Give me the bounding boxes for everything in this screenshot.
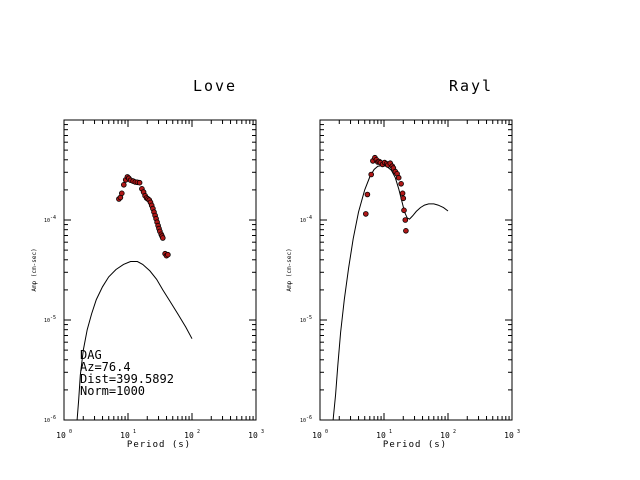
rayl-x-ticks: [319, 120, 513, 420]
love-y-tick-label: 10: [44, 318, 50, 324]
love-y-axis-label: Amp (cm-sec): [31, 248, 38, 291]
rayl-y-tick-label: 10: [300, 218, 306, 224]
rayl-y-tick-exponent: -5: [306, 315, 312, 321]
rayl-plot-frame: [319, 119, 513, 421]
rayl-panel-title: Rayl: [449, 77, 493, 95]
rayl-x-axis-label: Period (s): [383, 440, 447, 450]
love-plot-frame: [63, 119, 257, 421]
rayl-x-tick-exponent: 2: [453, 429, 456, 435]
love-x-tick-label: 10: [120, 431, 130, 440]
rayl-x-tick-exponent: 1: [389, 429, 392, 435]
love-x-tick-exponent: 2: [197, 429, 200, 435]
rayl-y-tick-exponent: -4: [306, 215, 312, 221]
love-x-tick-label: 10: [56, 431, 66, 440]
rayl-y-axis-label: Amp (cm-sec): [286, 248, 293, 291]
love-y-tick-label: 10: [44, 218, 50, 224]
rayl-y-ticks: [320, 124, 512, 421]
rayl-data-point: [403, 228, 409, 234]
rayl-data-point: [399, 190, 406, 197]
love-x-tick-exponent: 0: [69, 429, 72, 435]
rayl-x-tick-exponent: 0: [325, 429, 328, 435]
love-y-tick-exponent: -5: [50, 315, 56, 321]
love-y-tick-exponent: -6: [50, 415, 56, 421]
rayl-x-tick-exponent: 3: [517, 429, 520, 435]
station-name: DAG: [80, 348, 102, 362]
rayl-y-tick-label: 10: [300, 318, 306, 324]
love-panel-title: Love: [193, 77, 237, 95]
love-data-point: [121, 182, 127, 188]
love-y-ticks: [64, 124, 256, 421]
love-y-tick-exponent: -4: [50, 215, 56, 221]
distance-text: Dist=399.5892: [80, 372, 174, 386]
rayl-data-point: [400, 195, 407, 202]
love-annotation: DAG Az=76.4 Dist=399.5892 Norm=1000: [80, 348, 174, 398]
norm-text: Norm=1000: [80, 384, 145, 398]
rayl-x-tick-label: 10: [440, 431, 450, 440]
love-x-axis-label: Period (s): [127, 440, 191, 450]
rayl-data-point: [398, 181, 404, 187]
rayl-x-tick-label: 10: [504, 431, 514, 440]
rayl-data-point: [395, 174, 402, 181]
rayl-data-point: [368, 171, 375, 178]
love-x-tick-exponent: 1: [133, 429, 136, 435]
rayl-data-point: [402, 217, 409, 223]
rayl-y-tick-exponent: -6: [306, 415, 312, 421]
love-panel: Love Period (s) Amp (cm-sec) DAG Az=76.4…: [31, 77, 264, 450]
love-data-point: [119, 190, 125, 197]
rayl-x-tick-label: 10: [312, 431, 322, 440]
rayl-model-curve: [332, 165, 449, 421]
love-y-tick-label: 10: [44, 418, 50, 424]
love-x-tick-label: 10: [248, 431, 258, 440]
rayl-data-point: [364, 191, 371, 198]
love-x-ticks: [63, 120, 257, 420]
love-x-tick-exponent: 3: [261, 429, 264, 435]
rayl-panel: Rayl Period (s) Amp (cm-sec) 10 0 10 1 10 2 10…: [286, 77, 520, 450]
love-data-point: [160, 235, 166, 241]
rayl-x-tick-label: 10: [376, 431, 386, 440]
azimuth-text: Az=76.4: [80, 360, 131, 374]
love-x-tick-label: 10: [184, 431, 194, 440]
love-data-point: [165, 251, 171, 258]
rayl-data-point: [362, 211, 369, 217]
love-data-point: [136, 179, 143, 186]
rayl-data-point: [401, 207, 407, 214]
rayl-y-tick-label: 10: [300, 418, 306, 424]
love-model-curve: [76, 261, 193, 421]
